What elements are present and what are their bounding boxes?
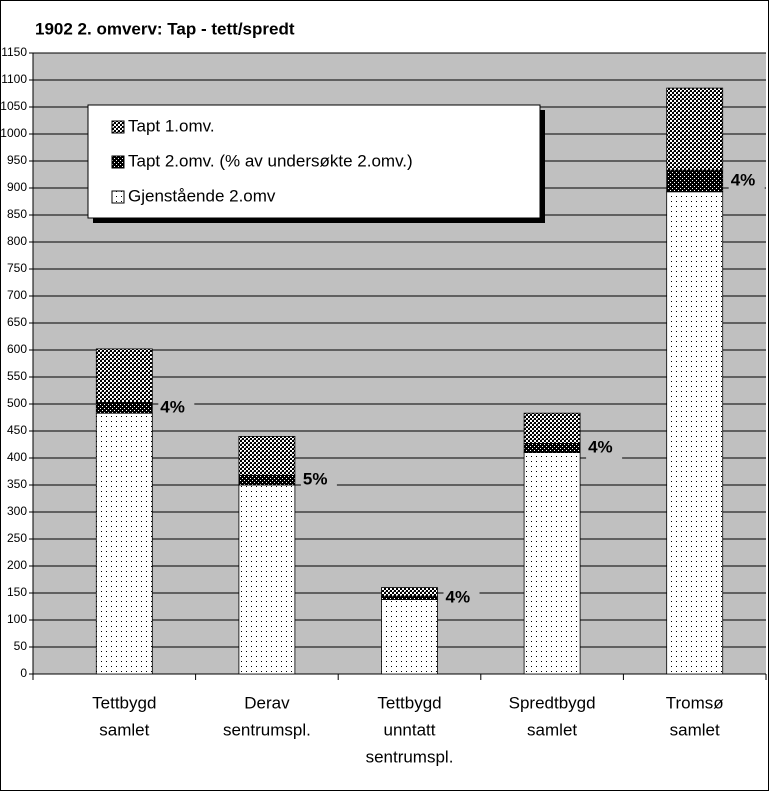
legend-swatch <box>111 190 125 204</box>
y-tick-label: 100 <box>7 612 27 626</box>
y-tick-label: 150 <box>7 585 27 599</box>
data-label: 4% <box>731 170 756 189</box>
x-tick-label: sentrumspl. <box>366 747 454 766</box>
chart-title: 1902 2. omverv: Tap - tett/spredt <box>35 19 295 38</box>
data-label: 4% <box>446 587 471 606</box>
annotation-bg <box>158 396 195 419</box>
y-tick-label: 0 <box>20 666 27 680</box>
bar-segment <box>381 587 438 597</box>
annotation-bg <box>728 169 765 192</box>
legend-label: Tapt 2.omv. (% av undersøkte 2.omv.) <box>128 151 413 170</box>
legend <box>87 104 541 219</box>
y-tick-label: 900 <box>7 180 27 194</box>
bar-segment <box>238 484 296 675</box>
bar-segment <box>381 595 438 600</box>
data-label: 4% <box>160 397 185 416</box>
bar-segment <box>523 412 581 444</box>
bar-segment <box>95 348 153 403</box>
data-label: 5% <box>303 470 328 489</box>
y-tick-label: 650 <box>7 315 27 329</box>
bar-segment <box>238 435 296 476</box>
bar-segment <box>381 599 438 675</box>
x-tick-label: Tromsø <box>666 693 724 712</box>
y-tick-label: 500 <box>7 396 27 410</box>
annotation-bg <box>443 586 480 609</box>
legend-label: Tapt 1.omv. <box>128 116 215 135</box>
bar-segment <box>666 191 724 675</box>
x-tick-label: Tettbygd <box>377 693 441 712</box>
x-tick-label: samlet <box>670 720 720 739</box>
bar-segment <box>666 87 724 171</box>
x-tick-label: Tettbygd <box>92 693 156 712</box>
y-tick-label: 200 <box>7 558 27 572</box>
bar-segment <box>95 401 153 414</box>
x-tick-label: unntatt <box>384 720 436 739</box>
x-tick-label: Derav <box>244 693 290 712</box>
bar-segment <box>666 169 724 193</box>
y-tick-label: 1150 <box>1 45 27 59</box>
y-tick-label: 850 <box>7 207 27 221</box>
data-label: 4% <box>588 437 613 456</box>
bar-segment <box>95 412 153 675</box>
x-tick-label: sentrumspl. <box>223 720 311 739</box>
y-tick-label: 550 <box>7 369 27 383</box>
y-tick-label: 750 <box>7 261 27 275</box>
y-tick-label: 1000 <box>0 126 27 140</box>
y-tick-label: 950 <box>7 153 27 167</box>
legend-swatch <box>111 120 125 134</box>
y-tick-label: 1100 <box>1 72 27 86</box>
legend-swatch <box>111 155 125 169</box>
y-tick-label: 600 <box>7 342 27 356</box>
bar-segment <box>523 452 581 675</box>
annotation-bg <box>586 437 623 460</box>
y-tick-label: 1050 <box>0 99 27 113</box>
x-tick-label: Spredtbygd <box>509 693 596 712</box>
x-tick-label: samlet <box>99 720 149 739</box>
y-tick-label: 700 <box>7 288 27 302</box>
y-tick-label: 250 <box>7 531 27 545</box>
x-tick-label: samlet <box>527 720 577 739</box>
bar-segment <box>238 474 296 486</box>
y-tick-label: 800 <box>7 234 27 248</box>
y-tick-label: 300 <box>7 504 27 518</box>
y-tick-label: 50 <box>14 639 28 653</box>
y-tick-label: 450 <box>7 423 27 437</box>
annotation-bg <box>300 469 337 492</box>
y-tick-label: 350 <box>7 477 27 491</box>
bar-segment <box>523 443 581 454</box>
legend-label: Gjenstående 2.omv <box>128 186 276 205</box>
y-tick-label: 400 <box>7 450 27 464</box>
